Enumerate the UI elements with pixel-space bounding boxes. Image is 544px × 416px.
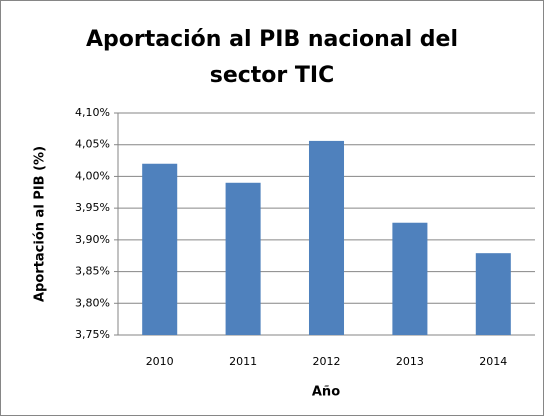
y-tick-label: 3,95% <box>75 201 110 214</box>
y-tick-label: 4,10% <box>75 106 110 119</box>
y-tick-label: 3,80% <box>75 296 110 309</box>
y-tick-label: 3,75% <box>75 328 110 341</box>
bar <box>475 253 511 335</box>
x-tick-label: 2013 <box>396 355 424 368</box>
chart-title: Aportación al PIB nacional del sector TI… <box>85 27 459 88</box>
x-tick-label: 2010 <box>146 355 174 368</box>
y-tick-label: 4,05% <box>75 138 110 151</box>
x-tick-label: 2014 <box>479 355 507 368</box>
bar <box>225 182 261 335</box>
y-tick-label: 3,90% <box>75 233 110 246</box>
x-axis-label: Año <box>312 385 340 400</box>
y-tick-label: 3,85% <box>75 265 110 278</box>
y-axis-label: Aportación al PIB (%) <box>33 146 48 302</box>
x-tick-label: 2011 <box>229 355 257 368</box>
x-tick-label: 2012 <box>313 355 341 368</box>
y-tick-label: 4,00% <box>75 169 110 182</box>
bar <box>308 140 345 335</box>
bar <box>142 163 178 335</box>
bar <box>392 222 428 335</box>
